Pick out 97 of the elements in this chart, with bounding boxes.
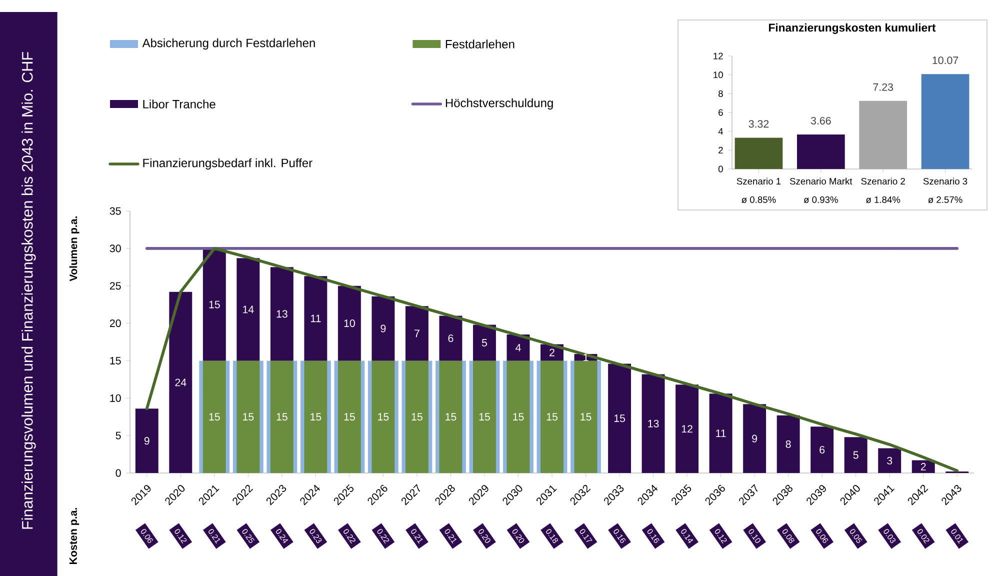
data-label: 9 bbox=[144, 437, 150, 445]
text: Kosten p.a. bbox=[70, 508, 80, 564]
data-label: 11 bbox=[310, 314, 321, 322]
data-label: 2 bbox=[920, 462, 926, 470]
text: ø 0.85% bbox=[742, 196, 776, 204]
bar bbox=[796, 134, 845, 169]
data-label: 15 bbox=[378, 413, 389, 421]
data-label: 3.66 bbox=[810, 116, 831, 124]
bar bbox=[810, 426, 834, 473]
data-label: 13 bbox=[276, 310, 288, 318]
y-tick-label: 30 bbox=[110, 244, 121, 252]
data-label: 15 bbox=[344, 413, 355, 421]
data-label: 13 bbox=[648, 420, 659, 428]
data-label: 14 bbox=[243, 306, 254, 314]
bar bbox=[743, 404, 766, 473]
bar bbox=[921, 74, 970, 169]
y-tick-label: 6 bbox=[718, 109, 723, 116]
y-tick-label: 8 bbox=[718, 90, 723, 97]
data-label: 4 bbox=[516, 344, 521, 352]
chart-title: Finanzierungskosten kumuliert bbox=[769, 23, 936, 34]
data-label: 15 bbox=[580, 413, 592, 421]
bar bbox=[169, 292, 192, 473]
y-tick-label: 15 bbox=[110, 356, 121, 364]
data-label: 7 bbox=[414, 330, 420, 338]
data-label: 2 bbox=[550, 348, 554, 356]
bar bbox=[304, 276, 328, 361]
bar bbox=[776, 415, 800, 473]
x-tick-label: Szenario 2 bbox=[861, 178, 905, 185]
data-label: 15 bbox=[310, 413, 322, 421]
data-label: 3.32 bbox=[748, 120, 769, 128]
data-label: 3 bbox=[887, 456, 892, 464]
bar bbox=[878, 448, 902, 473]
data-label: 15 bbox=[209, 300, 220, 308]
bar bbox=[338, 286, 361, 361]
bar bbox=[405, 306, 428, 361]
bar bbox=[135, 408, 158, 473]
legend-label: Höchstverschuldung bbox=[446, 98, 553, 110]
data-label: 5 bbox=[482, 339, 487, 346]
data-label: 15 bbox=[243, 413, 254, 421]
y-tick-label: 12 bbox=[714, 52, 723, 60]
bar bbox=[912, 460, 935, 473]
data-label: 1 bbox=[584, 354, 588, 362]
data-label: 10 bbox=[344, 320, 355, 328]
bar bbox=[608, 364, 631, 473]
bar bbox=[473, 324, 496, 361]
data-label: 7.23 bbox=[873, 83, 893, 91]
data-label: 9 bbox=[380, 324, 386, 332]
y-tick-label: 2 bbox=[718, 146, 723, 154]
data-label: 6 bbox=[820, 446, 825, 454]
y-tick-label: 0 bbox=[718, 166, 723, 172]
x-tick-label: Szenario 1 bbox=[736, 178, 781, 185]
y-tick-label: 5 bbox=[116, 432, 121, 440]
data-label: 15 bbox=[513, 413, 524, 421]
y-axis-title: Volumen p.a. bbox=[69, 216, 80, 282]
data-label: 8 bbox=[786, 440, 791, 448]
bar bbox=[270, 267, 294, 361]
y-tick-label: 25 bbox=[110, 282, 121, 290]
y-tick-label: 35 bbox=[110, 207, 121, 215]
data-label: 15 bbox=[446, 413, 456, 421]
data-label: 6 bbox=[448, 334, 454, 342]
data-label: 15 bbox=[276, 413, 288, 421]
y-tick-label: 4 bbox=[718, 128, 724, 135]
data-label: 15 bbox=[479, 413, 490, 421]
bar bbox=[734, 138, 783, 169]
legend-label: Absicherung durch Festdarlehen bbox=[142, 38, 315, 50]
y-tick-label: 10 bbox=[714, 72, 723, 78]
bar bbox=[439, 316, 462, 361]
data-label: 15 bbox=[209, 413, 220, 421]
bar bbox=[202, 248, 226, 361]
data-label: 24 bbox=[175, 378, 186, 386]
legend-label: Libor Tranche bbox=[143, 100, 216, 108]
text: ø 1.84% bbox=[866, 196, 900, 204]
data-label: 5 bbox=[853, 451, 858, 459]
text: ø 0.93% bbox=[804, 196, 838, 204]
bar bbox=[372, 296, 395, 361]
text: Finanzierungsvolumen und Finanzierungskosten bis 2043 in Mio. CHF bbox=[22, 52, 36, 529]
bar bbox=[844, 437, 868, 473]
y-tick-label: 10 bbox=[110, 394, 121, 402]
x-tick-label: Szenario 3 bbox=[923, 178, 968, 185]
data-label: 15 bbox=[412, 413, 422, 421]
bar bbox=[642, 374, 665, 473]
legend-label: Festdarlehen bbox=[446, 40, 514, 48]
data-label: 12 bbox=[682, 425, 692, 433]
data-label: 15 bbox=[614, 414, 625, 422]
x-tick-label: Szenario Markt bbox=[790, 178, 852, 185]
y-tick-label: 20 bbox=[110, 320, 121, 328]
text: ø 2.57% bbox=[928, 196, 962, 204]
data-label: 0.17 bbox=[580, 529, 592, 542]
y-tick-label: 0 bbox=[116, 469, 121, 477]
data-label: 11 bbox=[716, 430, 726, 437]
bar bbox=[709, 394, 732, 473]
bar bbox=[676, 384, 699, 473]
data-label: 15 bbox=[546, 413, 558, 421]
data-label: 9 bbox=[752, 434, 758, 442]
legend-label: Finanzierungsbedarf inkl. Puffer bbox=[143, 158, 312, 170]
data-label: 10.07 bbox=[932, 56, 958, 64]
bar bbox=[236, 258, 260, 361]
